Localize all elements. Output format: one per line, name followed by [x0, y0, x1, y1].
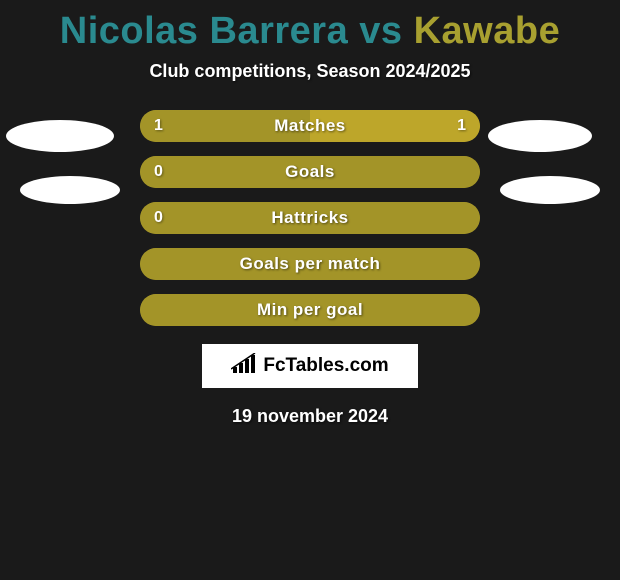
stat-row: 0Hattricks — [140, 202, 480, 234]
logo-box: FcTables.com — [202, 344, 418, 388]
stat-row: 11Matches — [140, 110, 480, 142]
stat-label: Matches — [140, 110, 480, 142]
page-title: Nicolas Barrera vs Kawabe — [0, 0, 620, 53]
side-ellipse — [6, 120, 114, 152]
stat-label: Min per goal — [140, 294, 480, 326]
side-ellipse — [500, 176, 600, 204]
stat-label: Goals — [140, 156, 480, 188]
side-ellipse — [488, 120, 592, 152]
subtitle: Club competitions, Season 2024/2025 — [0, 61, 620, 82]
side-ellipse — [20, 176, 120, 204]
stat-row: Goals per match — [140, 248, 480, 280]
date-line: 19 november 2024 — [0, 406, 620, 427]
logo-text: FcTables.com — [263, 355, 388, 377]
stat-row: 0Goals — [140, 156, 480, 188]
bar-chart-icon — [231, 353, 257, 380]
stat-label: Goals per match — [140, 248, 480, 280]
player-right-name: Kawabe — [414, 10, 561, 52]
vs-text: vs — [359, 10, 402, 52]
stat-label: Hattricks — [140, 202, 480, 234]
stat-row: Min per goal — [140, 294, 480, 326]
player-left-name: Nicolas Barrera — [60, 10, 348, 52]
